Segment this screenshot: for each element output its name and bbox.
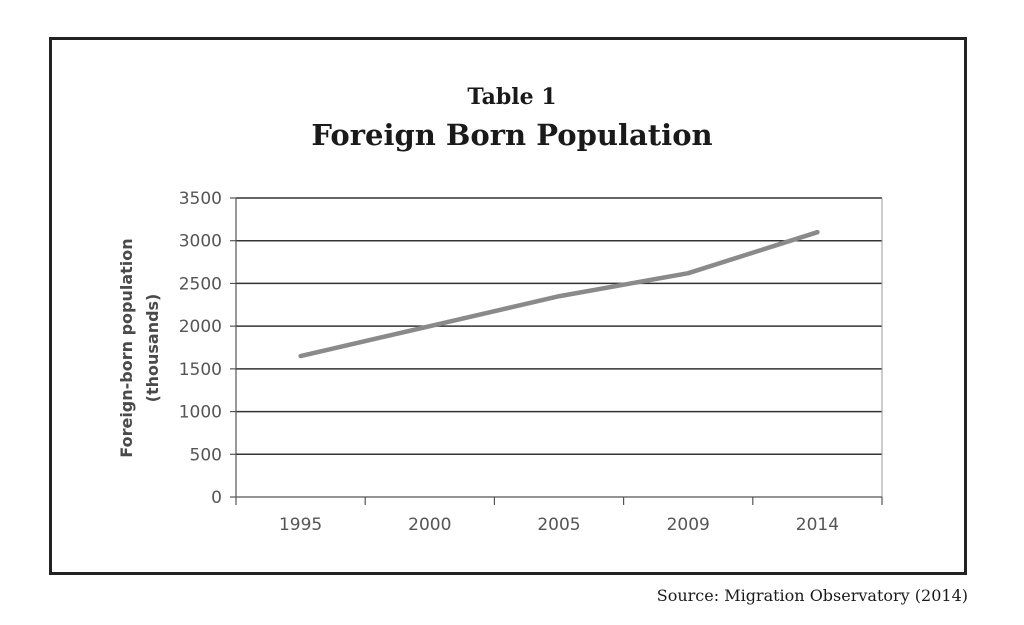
- table-label: Table 1: [467, 84, 557, 110]
- y-tick-label: 1500: [179, 360, 222, 380]
- source-note: Source: Migration Observatory (2014): [656, 586, 968, 605]
- x-tick-labels: 1995 2000 2005 2009 2014: [279, 515, 839, 535]
- y-tick-label: 3500: [179, 189, 222, 209]
- y-tick-label: 2500: [179, 274, 222, 294]
- y-tick-label: 3000: [179, 232, 222, 252]
- y-tick-labels: 0 500 1000 1500 2000 2500 3000 3500: [179, 189, 222, 508]
- x-tick-label: 1995: [279, 515, 322, 535]
- y-tick-label: 2000: [179, 317, 222, 337]
- y-tick-label: 500: [190, 445, 222, 465]
- x-tick-label: 2014: [796, 515, 839, 535]
- x-tick-label: 2009: [667, 515, 710, 535]
- y-axis-title-line1: Foreign-born population: [117, 238, 136, 457]
- y-tick-label: 0: [211, 488, 222, 508]
- x-tick-label: 2005: [537, 515, 580, 535]
- figure-frame: [49, 37, 967, 575]
- y-tick-label: 1000: [179, 403, 222, 423]
- chart-title: Foreign Born Population: [311, 118, 713, 152]
- gridlines: [236, 197, 882, 456]
- axes: [230, 197, 883, 505]
- x-tick-label: 2000: [408, 515, 451, 535]
- y-axis-title-line2: (thousands): [143, 294, 162, 403]
- series: [298, 229, 820, 359]
- series-line: [298, 229, 820, 359]
